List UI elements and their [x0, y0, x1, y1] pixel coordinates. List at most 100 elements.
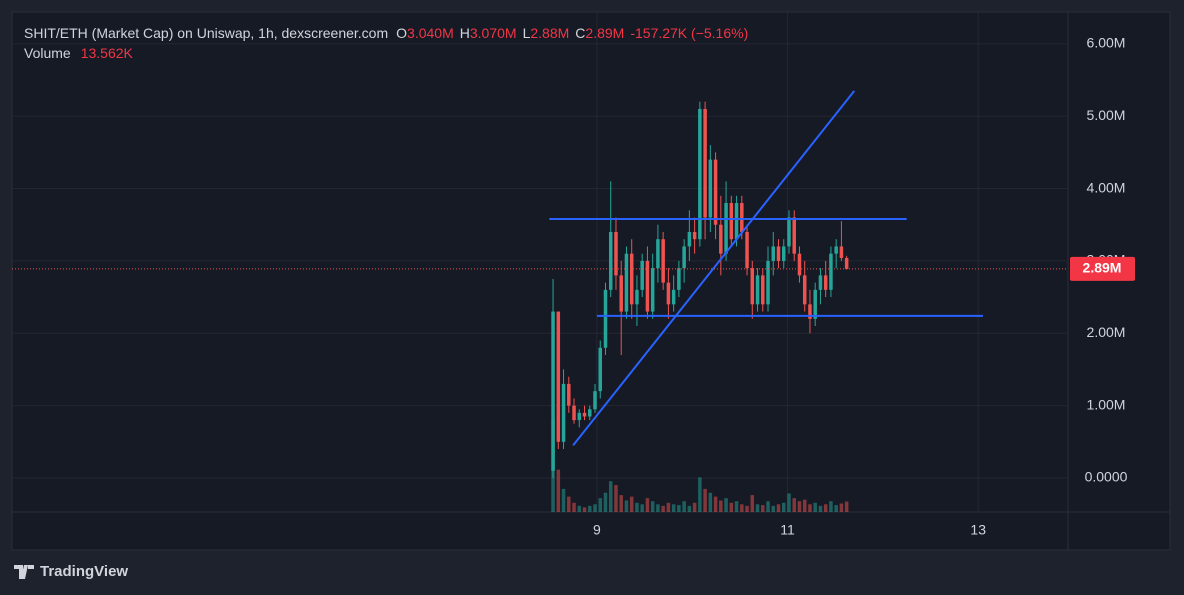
candle-body [629, 253, 634, 305]
volume-bar [698, 477, 702, 512]
volume-bar [792, 498, 796, 512]
legend: SHIT/ETH (Market Cap) on Uniswap, 1h, de… [24, 23, 748, 63]
candle-body [781, 246, 786, 261]
candle-body [551, 311, 555, 471]
volume-bar [771, 505, 776, 512]
candle-body [713, 159, 718, 225]
candle-body [734, 203, 739, 240]
candle-body [650, 268, 655, 312]
ohlc-key: H [459, 25, 470, 41]
candle-body [567, 383, 571, 406]
volume-bar [703, 488, 707, 512]
candle-body [608, 231, 613, 290]
volume-bar [677, 505, 681, 512]
volume-bar [750, 495, 755, 512]
volume-bar [588, 505, 592, 512]
candle-body [603, 289, 608, 348]
grid [12, 12, 1068, 512]
volume-bar [829, 501, 833, 512]
volume-bar [755, 504, 760, 512]
volume-bar [813, 502, 817, 512]
candle-body [703, 108, 707, 218]
candle-body [771, 246, 776, 261]
ohlc-key: C [575, 25, 586, 41]
volume-bar [692, 502, 697, 512]
volume-bar [802, 499, 807, 512]
volume-bar [593, 504, 597, 512]
volume-bar [745, 505, 749, 512]
ohlc-value: 3.040M [407, 25, 454, 41]
volume-bar [650, 501, 655, 512]
candle-body [755, 275, 760, 305]
ohlc-key: L [522, 25, 531, 41]
volume-label: Volume [24, 45, 71, 61]
volume-bar [834, 505, 838, 512]
last-price-label: 2.89M [1083, 260, 1122, 276]
y-tick-label: 2.00M [1087, 324, 1126, 340]
y-tick-label: 4.00M [1087, 179, 1126, 195]
y-tick-label: 1.00M [1087, 396, 1126, 412]
candle-body [834, 246, 838, 254]
x-tick-label: 9 [593, 522, 601, 538]
volume-bar [729, 502, 734, 512]
candle-body [692, 231, 697, 240]
volume-bar [740, 504, 744, 512]
volume-bar [603, 492, 608, 512]
volume-bar [629, 496, 634, 512]
volume-bar [561, 488, 566, 512]
y-tick-label: 6.00M [1087, 35, 1126, 51]
candle-body [624, 253, 629, 312]
volume-bar [619, 495, 623, 512]
candle-body [829, 253, 833, 290]
volume-row: Volume 13.562K [24, 43, 748, 63]
volume-bar [781, 502, 786, 512]
candle-body [619, 275, 623, 312]
candle-body [640, 260, 644, 290]
change: -157.27K (−5.16%) [630, 25, 749, 41]
volume-bar [666, 502, 671, 512]
plot [12, 90, 1068, 512]
volume-bar [839, 503, 844, 512]
volume-bar [614, 485, 618, 512]
volume-bar [787, 493, 791, 512]
candle-body [661, 239, 665, 283]
axes: 0.00001.00M2.00M3.00M4.00M5.00M6.00M9111… [593, 35, 1135, 538]
candle-body [635, 289, 639, 305]
volume-bar [766, 501, 770, 512]
candle-body [745, 231, 749, 269]
brand[interactable]: TradingView [14, 563, 128, 580]
ohlc: O3.040M H3.070M L2.88M C2.89M [388, 23, 624, 43]
candle-body [582, 412, 587, 417]
volume-bar [656, 504, 660, 512]
volume-bar [708, 492, 713, 512]
volume-bar [687, 505, 692, 512]
volume-bar [624, 500, 629, 512]
ohlc-key: O [396, 25, 408, 41]
volume-bar [808, 504, 812, 512]
volume-bar [567, 496, 571, 512]
candle-body [808, 304, 812, 319]
candle-body [729, 203, 734, 240]
trend-line [572, 90, 856, 447]
candle-body [802, 275, 807, 305]
volume-bar [818, 505, 823, 512]
candle-body [577, 412, 582, 421]
candle-body [813, 289, 817, 319]
candle-body [839, 246, 844, 259]
volume-bar [556, 469, 561, 512]
ohlc-value: 2.88M [530, 25, 570, 41]
volume-bar [577, 505, 582, 512]
candle-body [797, 253, 802, 276]
brand-logo [14, 564, 34, 579]
volume-bar [671, 504, 676, 512]
candle-body [719, 224, 723, 254]
volume-bar [682, 501, 686, 512]
volume-bar [640, 504, 644, 512]
chart-frame [11, 11, 1171, 551]
volume-bar [724, 498, 728, 512]
volume-value: 13.562K [80, 45, 133, 61]
volume-bar [844, 501, 849, 512]
ohlc-value: 3.070M [469, 25, 517, 41]
volume-bar [608, 481, 613, 512]
